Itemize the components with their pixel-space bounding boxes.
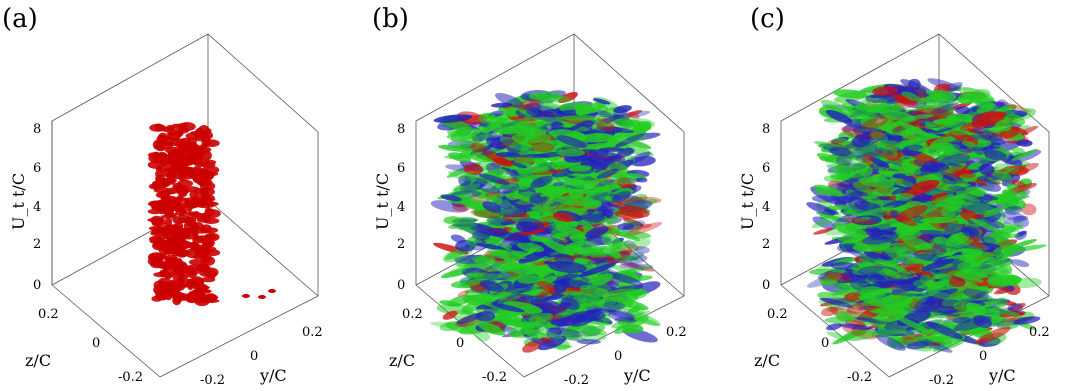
panel-c-vtick: 0 [762, 278, 770, 293]
panel-c-ytick: -0.2 [929, 373, 954, 388]
panel-c-vtick: 8 [762, 122, 770, 137]
panel-c-ytick: 0 [979, 349, 987, 364]
panel-a: (a) 0 2 4 6 8 U_t t/C 0.2 0 -0.2 z/C -0.… [0, 0, 356, 391]
panel-a-label: (a) [2, 4, 38, 34]
panel-a-ytick: -0.2 [200, 373, 225, 388]
panel-a-vtick: 6 [33, 161, 41, 176]
panel-b-isosurface [430, 90, 663, 353]
panel-b-ztick: 0.2 [402, 307, 423, 322]
panel-c-z-axis-label: z/C [754, 351, 780, 370]
panel-a-z-axis-label: z/C [25, 351, 51, 370]
panel-c: (c) 0 2 4 6 8 U_t t/C 0.2 0 -0.2 z/C -0.… [711, 0, 1067, 391]
panel-b-z-ticks: 0.2 0 -0.2 [402, 307, 507, 385]
panel-a-ztick: -0.2 [118, 370, 143, 385]
panel-b-vtick: 6 [397, 161, 405, 176]
panel-a-ytick: 0.2 [302, 325, 323, 340]
panel-b-figure: (b) 0 2 4 6 8 U_t t/C 0.2 0 -0.2 z/C -0.… [372, 4, 687, 388]
panel-b-ytick: 0 [614, 349, 622, 364]
panel-c-y-ticks: -0.2 0 0.2 [929, 325, 1050, 388]
panel-a-vertical-axis-label: U_t t/C [9, 173, 28, 230]
panel-c-vtick: 2 [762, 237, 770, 252]
panel-b-vtick: 2 [397, 237, 405, 252]
panel-b-vtick: 8 [397, 122, 405, 137]
panel-c-ytick: 0.2 [1029, 325, 1050, 340]
panel-b-vtick: 4 [397, 200, 405, 215]
panel-a-box [51, 33, 319, 378]
panel-a-figure: (a) 0 2 4 6 8 U_t t/C 0.2 0 -0.2 z/C -0.… [2, 4, 323, 388]
panel-c-vertical-ticks: 0 2 4 6 8 [762, 122, 770, 293]
panel-c-vertical-axis-label: U_t t/C [738, 173, 757, 230]
panel-b-z-axis-label: z/C [389, 351, 415, 370]
panel-a-vtick: 2 [33, 237, 41, 252]
panel-b-ztick: -0.2 [482, 370, 507, 385]
panel-a-z-ticks: 0.2 0 -0.2 [38, 307, 143, 385]
panel-c-ztick: 0 [821, 336, 829, 351]
panel-a-ztick: 0 [92, 336, 100, 351]
panel-c-y-axis-label: y/C [988, 366, 1016, 385]
panel-a-y-ticks: -0.2 0 0.2 [200, 325, 323, 388]
panel-c-figure: (c) 0 2 4 6 8 U_t t/C 0.2 0 -0.2 z/C -0.… [738, 4, 1050, 388]
panel-b-vertical-axis-label: U_t t/C [373, 173, 392, 230]
panel-a-vertical-ticks: 0 2 4 6 8 [33, 122, 41, 293]
panel-a-vtick: 0 [33, 278, 41, 293]
panel-b-vertical-ticks: 0 2 4 6 8 [397, 122, 405, 293]
panel-c-vtick: 6 [762, 161, 770, 176]
panel-b-ytick: 0.2 [666, 325, 687, 340]
panel-a-ztick: 0.2 [38, 307, 59, 322]
panel-a-isosurface [147, 122, 276, 307]
panel-a-vtick: 8 [33, 122, 41, 137]
panel-b-vtick: 0 [397, 278, 405, 293]
panel-c-vtick: 4 [762, 200, 770, 215]
panel-b: (b) 0 2 4 6 8 U_t t/C 0.2 0 -0.2 z/C -0.… [356, 0, 712, 391]
panel-c-ztick: 0.2 [767, 307, 788, 322]
panel-c-label: (c) [750, 4, 785, 34]
panel-c-z-ticks: 0.2 0 -0.2 [767, 307, 872, 385]
panel-b-ytick: -0.2 [564, 373, 589, 388]
panel-c-ztick: -0.2 [847, 370, 872, 385]
panel-b-label: (b) [372, 4, 409, 34]
panel-a-y-axis-label: y/C [259, 366, 287, 385]
panel-b-y-axis-label: y/C [623, 366, 651, 385]
panel-b-ztick: 0 [456, 336, 464, 351]
panel-c-isosurface [806, 78, 1047, 353]
panel-b-y-ticks: -0.2 0 0.2 [564, 325, 687, 388]
panel-a-ytick: 0 [250, 349, 258, 364]
panel-a-vtick: 4 [33, 200, 41, 215]
